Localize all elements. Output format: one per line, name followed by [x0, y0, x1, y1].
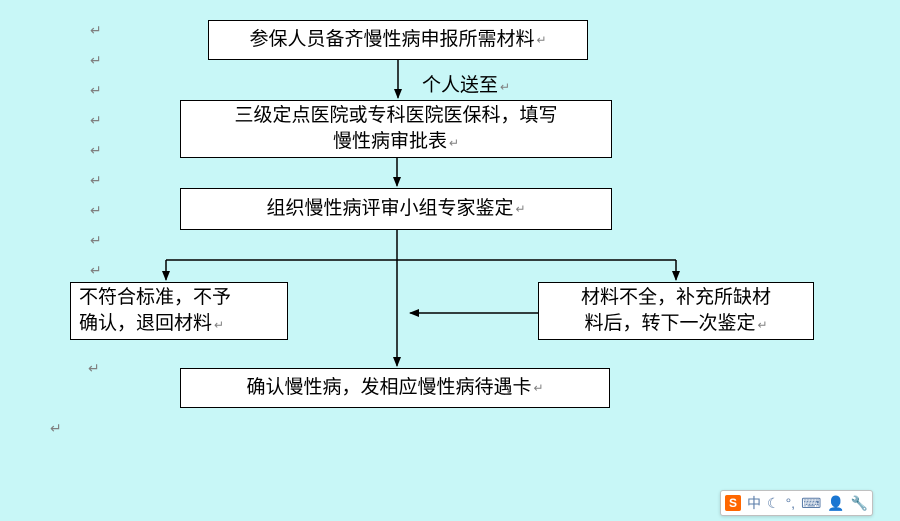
node-text-line2: 慢性病审批表: [333, 131, 447, 152]
node-text: 组织慢性病评审小组专家鉴定: [266, 196, 513, 222]
node-text: 确认慢性病，发相应慢性病待遇卡: [246, 375, 531, 401]
paragraph-mark-icon: ↵: [90, 22, 102, 39]
ime-user-icon[interactable]: 👤: [827, 496, 844, 510]
flowchart-canvas: 参保人员备齐慢性病申报所需材料↵ 三级定点医院或专科医院医保科，填写慢性病审批表…: [0, 0, 900, 521]
paragraph-mark-icon: ↵: [500, 80, 510, 94]
node-text-line1: 三级定点医院或专科医院医保科，填写: [234, 105, 557, 126]
ime-moon-icon[interactable]: ☾: [767, 496, 780, 510]
paragraph-mark-icon: ↵: [90, 202, 102, 219]
paragraph-mark-icon: ↵: [449, 136, 459, 150]
edge-label-personal-deliver: 个人送至↵: [422, 70, 510, 97]
paragraph-mark-icon: ↵: [214, 318, 224, 332]
flow-node-prepare-materials: 参保人员备齐慢性病申报所需材料↵: [208, 20, 588, 60]
flow-node-reject-return: 不符合标准，不予确认，退回材料↵: [70, 282, 288, 340]
flow-node-expert-review: 组织慢性病评审小组专家鉴定↵: [180, 188, 612, 230]
paragraph-mark-icon: ↵: [757, 318, 767, 332]
paragraph-mark-icon: ↵: [536, 32, 546, 48]
flow-node-confirm-issue-card: 确认慢性病，发相应慢性病待遇卡↵: [180, 368, 610, 408]
ime-wrench-icon[interactable]: 🔧: [851, 496, 868, 510]
paragraph-mark-icon: ↵: [90, 232, 102, 249]
paragraph-mark-icon: ↵: [90, 52, 102, 69]
paragraph-mark-icon: ↵: [533, 380, 543, 396]
paragraph-mark-icon: ↵: [90, 262, 102, 279]
node-text-line1: 材料不全，补充所缺材: [581, 287, 771, 308]
ime-punct-button[interactable]: °,: [786, 496, 796, 510]
paragraph-mark-icon: ↵: [90, 112, 102, 129]
ime-logo-icon[interactable]: S: [725, 495, 741, 511]
ime-toolbar[interactable]: S 中 ☾ °, ⌨ 👤 🔧: [720, 490, 873, 516]
node-text: 参保人员备齐慢性病申报所需材料: [249, 27, 534, 53]
ime-lang-button[interactable]: 中: [747, 496, 761, 510]
node-text-line2: 确认，退回材料: [79, 313, 212, 334]
paragraph-mark-icon: ↵: [50, 420, 62, 437]
paragraph-mark-icon: ↵: [88, 360, 100, 377]
flow-node-hospital-fill-form: 三级定点医院或专科医院医保科，填写慢性病审批表↵: [180, 100, 612, 158]
ime-keyboard-icon[interactable]: ⌨: [801, 496, 821, 510]
paragraph-mark-icon: ↵: [90, 82, 102, 99]
paragraph-mark-icon: ↵: [90, 142, 102, 159]
paragraph-mark-icon: ↵: [90, 172, 102, 189]
ime-logo-text: S: [729, 496, 737, 510]
node-text-line2: 料后，转下一次鉴定: [584, 313, 755, 334]
node-text-line1: 不符合标准，不予: [79, 287, 231, 308]
paragraph-mark-icon: ↵: [515, 201, 525, 217]
flow-node-incomplete-resubmit: 材料不全，补充所缺材料后，转下一次鉴定↵: [538, 282, 814, 340]
edge-label-text: 个人送至: [422, 75, 498, 96]
